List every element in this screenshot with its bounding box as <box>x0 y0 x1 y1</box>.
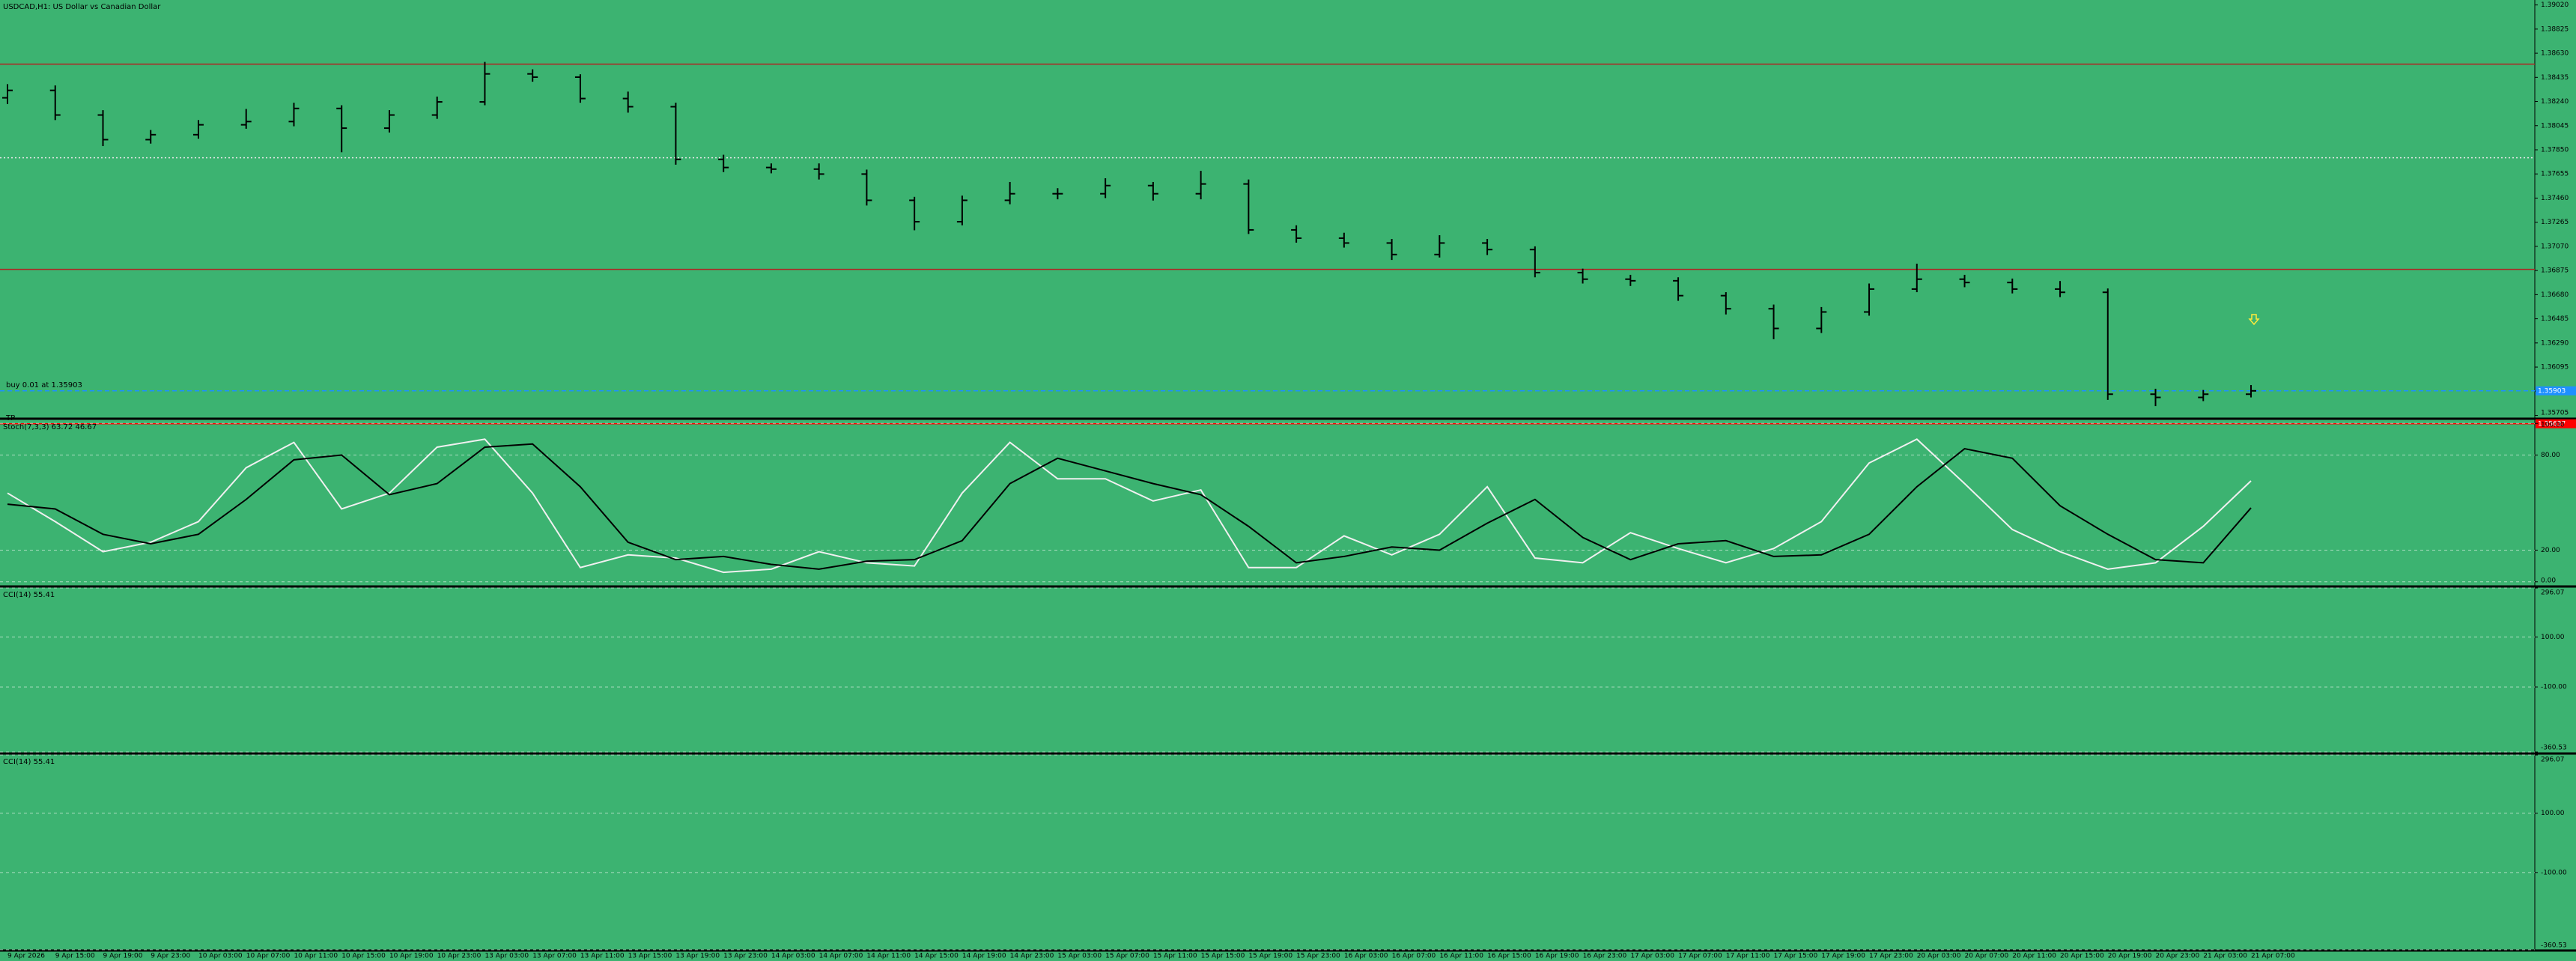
x-tick-label: 13 Apr 15:00 <box>628 953 672 960</box>
y-tick-label: -100.00 <box>2541 684 2567 691</box>
indicator-line <box>7 443 2252 570</box>
y-tick-label: 296.07 <box>2541 757 2565 764</box>
x-tick-label: 17 Apr 19:00 <box>1821 953 1865 960</box>
x-tick-label: 15 Apr 15:00 <box>1201 953 1245 960</box>
x-tick-label: 20 Apr 23:00 <box>2156 953 2200 960</box>
x-tick-label: 16 Apr 03:00 <box>1344 953 1388 960</box>
x-tick-label: 10 Apr 11:00 <box>294 953 338 960</box>
y-tick-label: 1.37655 <box>2541 171 2569 178</box>
panel-title: CCI(14) 55.41 <box>3 758 55 766</box>
y-tick-label: 1.38045 <box>2541 122 2569 130</box>
x-tick-label: 9 Apr 19:00 <box>103 953 142 960</box>
panel-title: USDCAD,H1: US Dollar vs Canadian Dollar <box>3 3 161 11</box>
panel-title: CCI(14) 55.41 <box>3 591 55 599</box>
y-tick-label: 1.38435 <box>2541 74 2569 82</box>
x-tick-label: 14 Apr 15:00 <box>914 953 959 960</box>
y-tick-label: 1.36095 <box>2541 364 2569 372</box>
y-tick-label: 1.38240 <box>2541 98 2569 106</box>
x-tick-label: 15 Apr 23:00 <box>1296 953 1340 960</box>
x-tick-label: 9 Apr 15:00 <box>55 953 95 960</box>
y-tick-label: 1.36875 <box>2541 267 2569 275</box>
x-tick-label: 13 Apr 11:00 <box>580 953 625 960</box>
y-tick-label: 1.37265 <box>2541 219 2569 226</box>
price-tag-label: 1.35637 <box>2538 420 2566 428</box>
y-tick-label: 100.00 <box>2541 634 2565 641</box>
y-tick-label: 1.38630 <box>2541 50 2569 58</box>
x-tick-label: 9 Apr 23:00 <box>151 953 190 960</box>
y-tick-label: -360.53 <box>2541 942 2567 950</box>
x-tick-label: 10 Apr 23:00 <box>437 953 482 960</box>
x-tick-label: 20 Apr 07:00 <box>1965 953 2009 960</box>
x-tick-label: 10 Apr 03:00 <box>198 953 243 960</box>
x-tick-label: 17 Apr 23:00 <box>1869 953 1913 960</box>
x-tick-label: 17 Apr 11:00 <box>1726 953 1770 960</box>
y-tick-label: 100.00 <box>2541 810 2565 817</box>
x-tick-label: 20 Apr 19:00 <box>2108 953 2152 960</box>
x-tick-label: 16 Apr 23:00 <box>1583 953 1627 960</box>
x-tick-label: 14 Apr 23:00 <box>1010 953 1054 960</box>
x-tick-label: 9 Apr 2026 <box>7 953 45 960</box>
x-tick-label: 13 Apr 23:00 <box>723 953 768 960</box>
y-tick-label: 1.36290 <box>2541 339 2569 347</box>
x-tick-label: 16 Apr 15:00 <box>1487 953 1531 960</box>
y-tick-label: 1.35705 <box>2541 410 2569 417</box>
price-tag <box>2536 386 2576 395</box>
level-label: buy 0.01 at 1.35903 <box>6 381 82 389</box>
x-tick-label: 16 Apr 07:00 <box>1392 953 1436 960</box>
y-tick-label: 0.00 <box>2541 577 2556 585</box>
x-tick-label: 21 Apr 03:00 <box>2203 953 2247 960</box>
x-tick-label: 13 Apr 19:00 <box>675 953 720 960</box>
x-tick-label: 16 Apr 11:00 <box>1439 953 1483 960</box>
x-tick-label: 15 Apr 19:00 <box>1248 953 1292 960</box>
y-tick-label: 1.38825 <box>2541 25 2569 33</box>
y-tick-label: 1.37070 <box>2541 243 2569 250</box>
x-tick-label: 13 Apr 03:00 <box>484 953 529 960</box>
y-tick-label: 1.37460 <box>2541 195 2569 202</box>
x-tick-label: 20 Apr 11:00 <box>2012 953 2056 960</box>
signal-arrow <box>2248 314 2260 326</box>
x-tick-label: 20 Apr 15:00 <box>2060 953 2104 960</box>
x-tick-label: 20 Apr 03:00 <box>1917 953 1961 960</box>
y-tick-label: 100.00 <box>2541 422 2565 429</box>
level-label: TP <box>5 414 15 422</box>
panel-title: Stoch(7,3,3) 63.72 46.67 <box>3 423 97 431</box>
x-tick-label: 13 Apr 07:00 <box>532 953 577 960</box>
y-tick-label: 1.36680 <box>2541 291 2569 299</box>
x-tick-label: 10 Apr 07:00 <box>246 953 291 960</box>
y-tick-label: -360.53 <box>2541 745 2567 752</box>
price-tag-label: 1.35903 <box>2538 387 2566 395</box>
y-tick-label: 80.00 <box>2541 452 2560 459</box>
y-tick-label: 296.07 <box>2541 589 2565 597</box>
y-tick-label: -100.00 <box>2541 869 2567 876</box>
x-tick-label: 17 Apr 15:00 <box>1774 953 1818 960</box>
x-tick-label: 15 Apr 11:00 <box>1153 953 1197 960</box>
x-tick-label: 17 Apr 03:00 <box>1630 953 1674 960</box>
x-tick-label: 16 Apr 19:00 <box>1535 953 1579 960</box>
y-tick-label: 1.39020 <box>2541 1 2569 9</box>
price-tag <box>2536 419 2576 428</box>
x-tick-label: 14 Apr 11:00 <box>866 953 911 960</box>
x-tick-label: 14 Apr 19:00 <box>962 953 1006 960</box>
x-tick-label: 10 Apr 15:00 <box>341 953 386 960</box>
x-tick-label: 21 Apr 07:00 <box>2251 953 2295 960</box>
x-tick-label: 14 Apr 03:00 <box>771 953 815 960</box>
x-tick-label: 15 Apr 03:00 <box>1057 953 1102 960</box>
x-tick-label: 10 Apr 19:00 <box>389 953 434 960</box>
x-tick-label: 15 Apr 07:00 <box>1105 953 1149 960</box>
y-tick-label: 20.00 <box>2541 547 2560 554</box>
y-tick-label: 1.37850 <box>2541 146 2569 154</box>
x-tick-label: 14 Apr 07:00 <box>819 953 863 960</box>
x-tick-label: 17 Apr 07:00 <box>1678 953 1722 960</box>
y-tick-label: 1.36485 <box>2541 315 2569 323</box>
indicator-line <box>7 438 2252 574</box>
